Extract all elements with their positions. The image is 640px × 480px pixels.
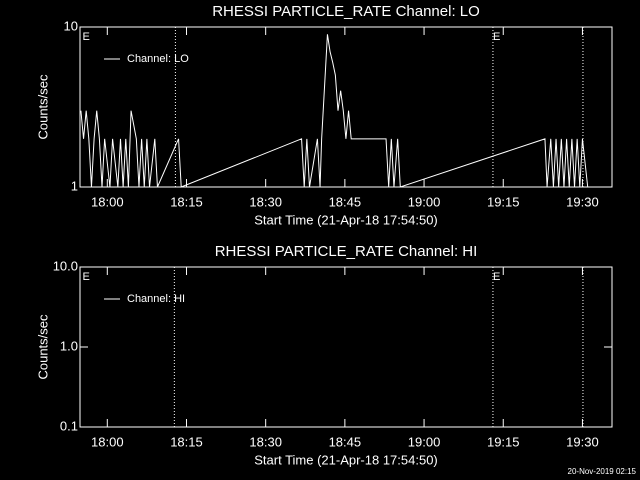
x-axis-label: Start Time (21-Apr-18 17:54:50)	[254, 452, 438, 467]
legend-label: Channel: LO	[127, 53, 189, 65]
x-tick-label: 19:00	[408, 434, 441, 449]
chart-title: RHESSI PARTICLE_RATE Channel: LO	[212, 3, 480, 20]
x-tick-label: 18:45	[329, 434, 362, 449]
y-axis-label: Counts/sec	[35, 314, 50, 380]
x-tick-label: 18:00	[91, 434, 124, 449]
x-tick-label: 18:15	[170, 434, 203, 449]
y-tick-label: 1.0	[60, 338, 78, 353]
footer: 20-Nov-2019 02:15	[568, 467, 637, 476]
x-tick-label: 19:00	[408, 194, 441, 209]
x-tick-label: 19:30	[566, 434, 599, 449]
legend-label: Channel: HI	[127, 293, 185, 305]
x-tick-label: 18:00	[91, 194, 124, 209]
plot-frame	[79, 266, 613, 428]
y-tick-label: 10.0	[53, 258, 78, 273]
flag-label: E	[82, 271, 89, 283]
x-axis-label: Start Time (21-Apr-18 17:54:50)	[254, 212, 438, 227]
y-tick-label: 10	[64, 18, 78, 33]
x-tick-label: 19:30	[566, 194, 599, 209]
x-tick-label: 18:30	[249, 434, 282, 449]
flag-label: E	[493, 31, 500, 43]
flag-label: E	[82, 31, 89, 43]
chart-title: RHESSI PARTICLE_RATE Channel: HI	[215, 243, 478, 260]
y-tick-label: 0.1	[60, 418, 78, 433]
plot-frame	[79, 26, 613, 188]
x-tick-label: 19:15	[487, 194, 520, 209]
x-tick-label: 18:45	[329, 194, 362, 209]
x-tick-label: 19:15	[487, 434, 520, 449]
y-axis-label: Counts/sec	[35, 74, 50, 140]
y-tick-label: 1	[71, 178, 78, 193]
data-line	[80, 34, 589, 188]
flag-label: E	[493, 271, 500, 283]
x-tick-label: 18:30	[249, 194, 282, 209]
x-tick-label: 18:15	[170, 194, 203, 209]
